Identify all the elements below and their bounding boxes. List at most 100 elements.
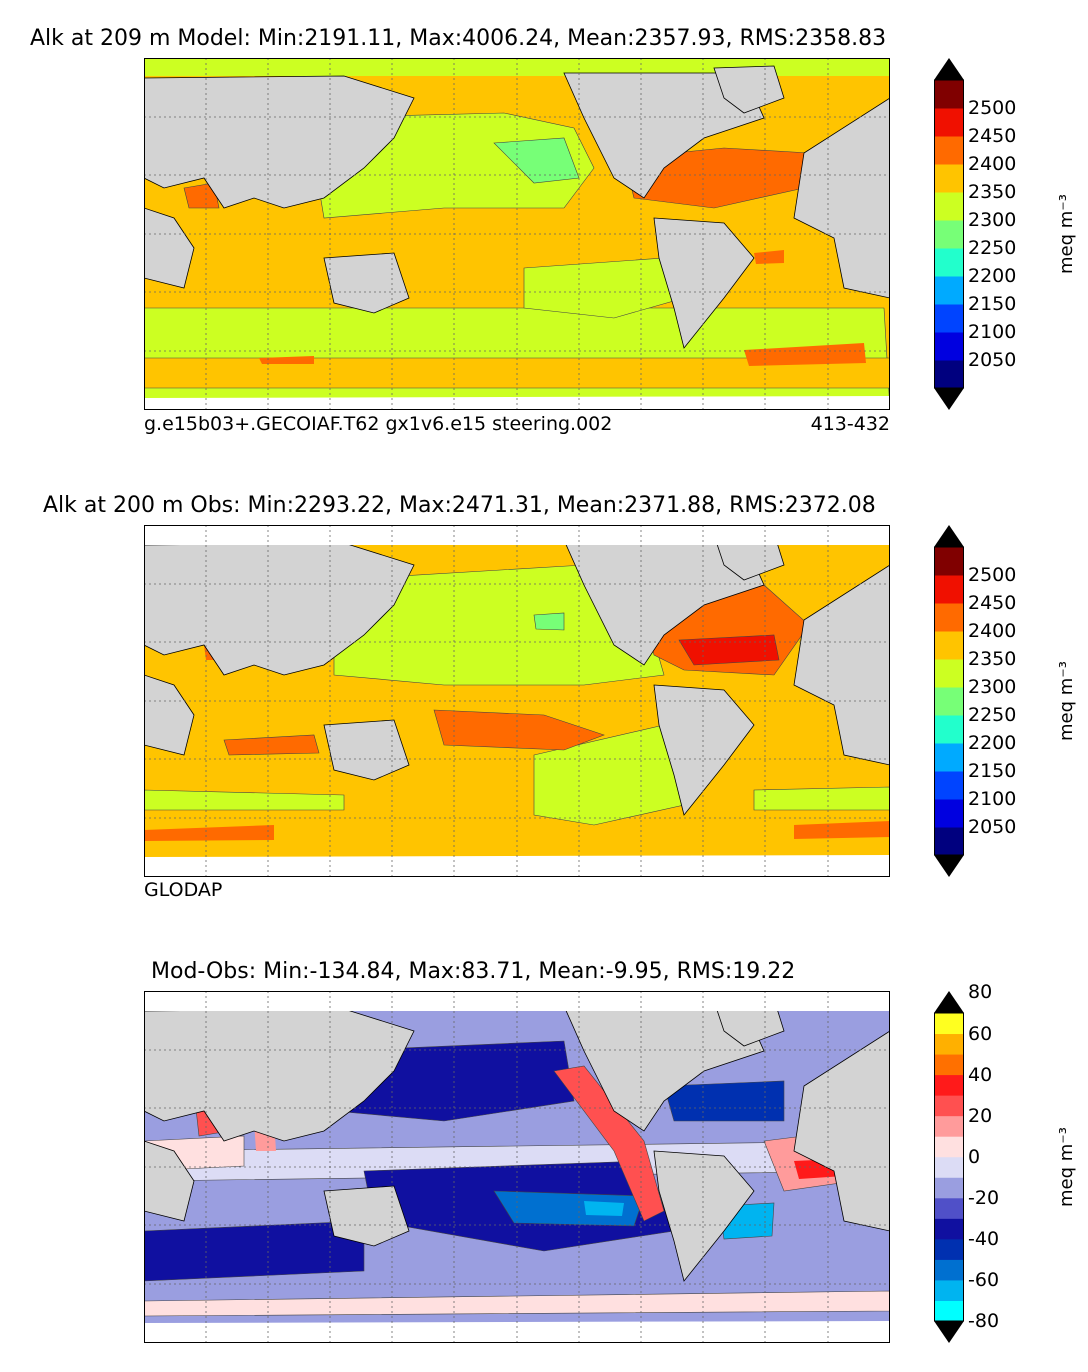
panel1-land-australia xyxy=(323,252,410,314)
colorbar-tick-label: 2450 xyxy=(968,125,1017,147)
panel2-southern-orange xyxy=(144,825,274,841)
colorbar-max-arrow xyxy=(934,58,964,80)
panel1-land-europe-africa-east xyxy=(793,97,890,299)
colorbar-segment xyxy=(934,1259,964,1281)
colorbar-tick-label: 2150 xyxy=(968,293,1017,315)
colorbar-tick-label: 2200 xyxy=(968,732,1017,754)
colorbar-tick-label: 2100 xyxy=(968,788,1017,810)
colorbar-segment xyxy=(934,164,964,193)
colorbar-tick-label: 2050 xyxy=(968,349,1017,371)
colorbar-segment xyxy=(934,248,964,277)
panel3-spac-center xyxy=(584,1201,624,1216)
colorbar-tick-label: 2350 xyxy=(968,181,1017,203)
panel1-arabian-sea xyxy=(183,182,220,209)
panel2-land-europe-africa-east xyxy=(793,564,890,766)
colorbar-max-arrow xyxy=(934,991,964,1013)
colorbar-segment xyxy=(934,687,964,716)
panel1-title: Alk at 209 m Model: Min:2191.11, Max:400… xyxy=(30,26,887,51)
colorbar-tick-label: 2300 xyxy=(968,209,1017,231)
colorbar-graphic xyxy=(934,58,964,410)
panel2-source-label: GLODAP xyxy=(144,879,223,901)
panel1-land-greenland xyxy=(713,65,785,114)
panel3-land-africa xyxy=(144,1140,195,1222)
colorbar-segment xyxy=(934,771,964,800)
colorbar-segment xyxy=(934,659,964,688)
colorbar-segment xyxy=(934,827,964,856)
panel3-peru-red xyxy=(553,1065,665,1222)
panel2-npac-light-green xyxy=(533,612,565,631)
panel3-land-europe-africa-east xyxy=(793,1030,890,1232)
colorbar-tick-label: 2200 xyxy=(968,265,1017,287)
colorbar-tick-label: 2100 xyxy=(968,321,1017,343)
colorbar-tick-label: 2500 xyxy=(968,564,1017,586)
panel3-map xyxy=(144,991,890,1343)
colorbar-segment xyxy=(934,136,964,165)
colorbar-segment xyxy=(934,332,964,361)
colorbar-unit-label: meq m⁻³ xyxy=(1056,1126,1077,1207)
colorbar-min-arrow xyxy=(934,388,964,410)
colorbar-tick-label: -20 xyxy=(968,1186,1000,1209)
colorbar-min-arrow xyxy=(934,855,964,877)
colorbar-tick-label: 20 xyxy=(968,1104,993,1127)
colorbar-segment xyxy=(934,547,964,576)
colorbar-segment xyxy=(934,304,964,333)
colorbar-tick-label: -80 xyxy=(968,1310,1000,1332)
colorbar-segment xyxy=(934,192,964,221)
panel1-colorbar: 2050 2100 2150 2200 2250 2300 2350 2400 2450 2500… xyxy=(934,58,1077,410)
colorbar-segment xyxy=(934,1054,964,1076)
colorbar-tick-label: 2400 xyxy=(968,153,1017,175)
colorbar-tick-label: 2400 xyxy=(968,620,1017,642)
colorbar-segment xyxy=(934,631,964,660)
colorbar-tick-label: 40 xyxy=(968,1063,993,1086)
panel1-land-africa xyxy=(144,207,195,289)
panel2-colorbar: 2050 2100 2150 2200 2250 2300 2350 2400 2450 2500… xyxy=(934,525,1077,877)
colorbar-tick-label: 0 xyxy=(968,1145,981,1168)
panel1-map xyxy=(144,58,890,410)
panel3-graticule xyxy=(144,991,890,1343)
colorbar-segment xyxy=(934,1197,964,1219)
colorbar-segment xyxy=(934,715,964,744)
panel1-arctic-band xyxy=(144,58,890,76)
colorbar-segment xyxy=(934,1013,964,1035)
colorbar-tick-label: 80 xyxy=(968,981,993,1004)
panel2-land-australia xyxy=(323,719,410,781)
colorbar-segment xyxy=(934,1279,964,1301)
panel2-north-atlantic-red xyxy=(678,634,780,666)
colorbar-max-arrow xyxy=(934,525,964,547)
colorbar-tick-label: 2050 xyxy=(968,816,1017,838)
panel1-south-atlantic-orange xyxy=(754,250,784,264)
panel3-title: Mod-Obs: Min:-134.84, Max:83.71, Mean:-9… xyxy=(151,959,796,984)
colorbar-frame xyxy=(934,79,964,389)
panel1-graticule xyxy=(144,58,890,410)
colorbar-segment xyxy=(934,360,964,389)
panel3-colorbar: -80 -60 -40 -20 0 20 40 60 80 meq m⁻³ xyxy=(934,981,1077,1343)
colorbar-segment xyxy=(934,80,964,109)
panel1-land-south-america xyxy=(653,217,755,349)
panel1-case-label: g.e15b03+.GECOIAF.T62 gx1v6.e15 steering… xyxy=(144,413,613,435)
panel2-indian-orange xyxy=(223,734,320,756)
panel1-years-label: 413-432 xyxy=(810,413,890,435)
panel2-land-south-america xyxy=(653,684,755,816)
panel2-land-africa xyxy=(144,674,195,756)
colorbar-segment xyxy=(934,1238,964,1260)
colorbar-segment xyxy=(934,1074,964,1096)
panel2-land-eurasia xyxy=(144,542,415,676)
colorbar-segment xyxy=(934,1300,964,1322)
panel3-sindian-blue xyxy=(144,1220,365,1282)
panel1-southern-orange-w xyxy=(259,356,314,364)
colorbar-tick-label: 2300 xyxy=(968,676,1017,698)
panel3-natl-deep-blue xyxy=(663,1080,785,1122)
colorbar-tick-label: -60 xyxy=(968,1268,1000,1291)
colorbar-frame xyxy=(934,546,964,856)
colorbar-graphic xyxy=(934,991,964,1343)
panel3-land-australia xyxy=(323,1185,410,1247)
colorbar-segment xyxy=(934,1115,964,1137)
colorbar-unit-label: meq m⁻³ xyxy=(1056,193,1077,274)
panel1-southern-orange xyxy=(744,343,866,366)
colorbar-tick-label: 2150 xyxy=(968,760,1017,782)
panel3-land-south-america xyxy=(653,1150,755,1282)
colorbar-segment xyxy=(934,603,964,632)
colorbar-tick-label: 2350 xyxy=(968,648,1017,670)
panel2-pacific-orange xyxy=(433,709,605,751)
panel2-title: Alk at 200 m Obs: Min:2293.22, Max:2471.… xyxy=(43,493,876,518)
